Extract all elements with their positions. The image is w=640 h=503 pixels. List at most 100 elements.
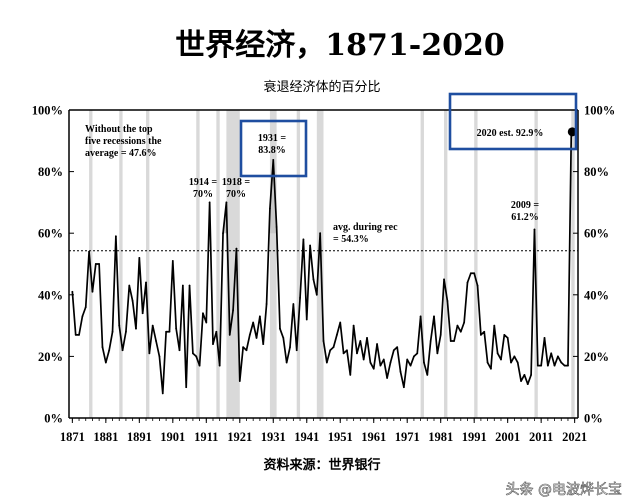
data-point: [526, 383, 529, 386]
series-line-group: [71, 127, 577, 395]
data-point: [466, 281, 469, 284]
data-point: [456, 324, 459, 327]
data-point: [111, 330, 114, 333]
data-point: [198, 364, 201, 367]
data-point: [567, 364, 569, 367]
data-point: [289, 346, 291, 349]
data-point: [98, 263, 101, 265]
data-point: [416, 352, 419, 355]
data-point: [292, 303, 295, 305]
data-point: [362, 358, 365, 361]
x-tick-label: 1891: [127, 430, 152, 444]
data-point: [423, 361, 425, 364]
annotation-text: 2020 est. 92.9%: [477, 128, 544, 139]
data-point: [101, 346, 104, 349]
data-point: [181, 284, 184, 287]
data-point: [352, 324, 355, 327]
annotation-text: five recessions the: [85, 136, 162, 147]
data-point: [426, 373, 429, 376]
data-point: [128, 284, 131, 287]
data-point: [91, 290, 94, 293]
data-point: [500, 358, 502, 361]
data-point: [148, 352, 151, 355]
x-tick-label: 1931: [261, 430, 286, 444]
data-point: [71, 290, 74, 293]
data-point: [546, 364, 549, 367]
data-point: [272, 158, 275, 161]
x-tick-label: 1981: [428, 430, 453, 444]
x-tick-label: 2011: [529, 430, 553, 444]
recession-band-1: [119, 110, 123, 418]
x-tick-label: 1881: [93, 430, 118, 444]
data-point: [171, 260, 174, 262]
data-point: [516, 361, 519, 364]
reference-line-label: avg. during rec: [333, 222, 398, 233]
peak-fill: [269, 159, 277, 234]
data-point: [339, 321, 342, 324]
data-point: [141, 312, 144, 315]
y-tick-label-right: 0%: [584, 412, 603, 426]
data-point: [265, 303, 268, 305]
data-point: [479, 333, 482, 336]
data-point: [520, 380, 522, 382]
data-point: [560, 361, 563, 364]
data-point: [242, 346, 245, 349]
data-point: [359, 340, 362, 342]
y-tick-label-right: 20%: [584, 350, 609, 364]
data-point: [533, 228, 536, 231]
data-point: [252, 321, 255, 324]
data-point: [258, 315, 261, 318]
data-point: [285, 361, 288, 364]
x-tick-label: 1951: [328, 430, 353, 444]
data-point: [232, 309, 234, 312]
data-point: [557, 355, 559, 358]
y-tick-label-left: 40%: [38, 288, 63, 302]
plot-frame: [68, 109, 579, 419]
data-point: [155, 340, 157, 342]
data-point: [275, 226, 278, 228]
recession-band-13: [571, 110, 575, 418]
data-point: [406, 358, 409, 361]
data-point: [513, 355, 516, 358]
y-axis-ticks: 0% 0% 20% 20% 40% 40% 60% 60% 80% 80% 100% 100%: [32, 104, 616, 426]
data-point: [369, 361, 372, 364]
x-tick-label: 2001: [495, 430, 520, 444]
x-tick-label: 1901: [160, 430, 185, 444]
data-point: [131, 300, 134, 302]
data-point: [392, 349, 395, 352]
annotation-text: average = 47.6%: [85, 148, 157, 159]
data-point: [483, 330, 486, 333]
data-point: [536, 364, 539, 367]
annotation-text: 61.2%: [511, 212, 539, 223]
data-point: [356, 352, 358, 355]
x-tick-label: 1921: [227, 430, 252, 444]
annotation-text: Without the top: [85, 124, 153, 135]
reference-line-label: = 54.3%: [333, 234, 369, 245]
data-point: [409, 364, 412, 367]
data-point: [192, 352, 194, 355]
data-point: [312, 278, 315, 281]
data-point: [255, 337, 258, 339]
data-point: [496, 352, 499, 355]
annotation-highlight-box: [448, 92, 578, 151]
data-point: [78, 333, 80, 336]
data-point: [335, 333, 338, 336]
recession-band-8: [316, 110, 324, 418]
data-point: [413, 355, 415, 358]
data-point: [74, 333, 77, 336]
data-point: [205, 321, 208, 324]
data-point: [138, 256, 141, 259]
data-point: [238, 380, 241, 382]
data-point: [114, 235, 117, 238]
data-point: [158, 355, 161, 358]
data-point: [188, 284, 191, 287]
data-point: [195, 355, 198, 358]
data-point: [94, 263, 97, 265]
x-tick-label: 1941: [294, 430, 319, 444]
data-point: [459, 330, 462, 333]
data-point: [245, 349, 248, 352]
data-point: [118, 324, 121, 327]
recession-band-10: [444, 110, 448, 418]
data-point: [104, 361, 107, 364]
data-point: [218, 364, 221, 367]
